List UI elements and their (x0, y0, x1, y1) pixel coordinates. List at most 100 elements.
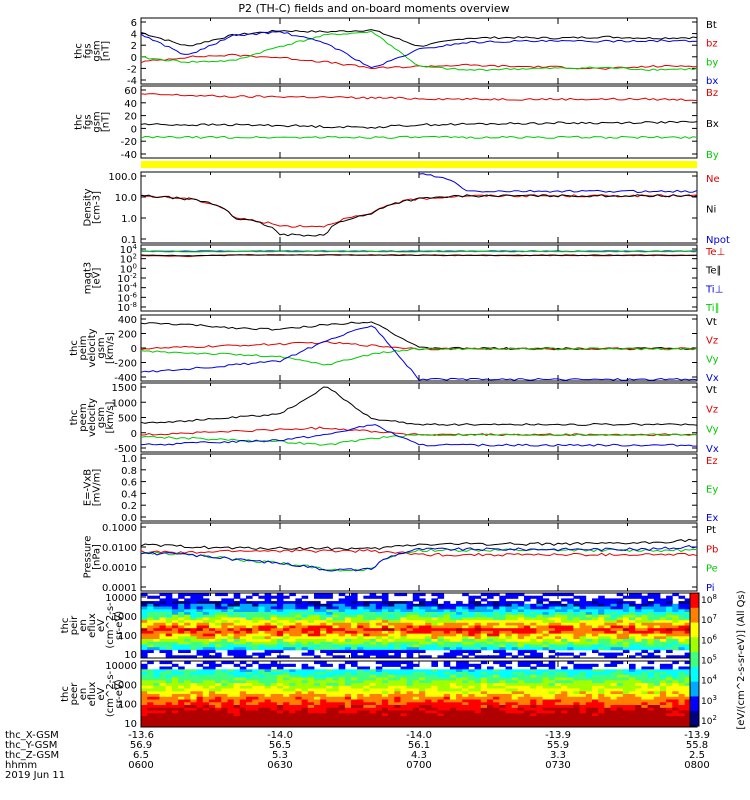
heatmap-cell (165, 647, 173, 651)
heatmap-cell (659, 644, 667, 648)
heatmap-cell (592, 622, 599, 626)
heatmap-cell (573, 680, 580, 684)
heatmap-cell (678, 707, 686, 711)
heatmap-cell (381, 705, 389, 709)
heatmap-cell (147, 688, 154, 692)
heatmap-cell (604, 620, 611, 624)
heatmap-cell (209, 625, 216, 629)
heatmap-cell (530, 614, 537, 618)
heatmap-cell (320, 603, 327, 607)
heatmap-cell (412, 672, 420, 676)
x-row-label: thc_X-GSM (5, 730, 59, 741)
heatmap-cell (487, 630, 494, 634)
heatmap-cell (283, 683, 290, 687)
heatmap-cell (400, 705, 408, 709)
heatmap-cell (524, 595, 531, 599)
heatmap-cell (579, 622, 587, 626)
heatmap-cell (548, 593, 556, 597)
heatmap-cell (517, 669, 525, 673)
heatmap-cell (653, 716, 661, 720)
heatmap-cell (666, 694, 673, 698)
heatmap-cell (344, 685, 352, 689)
heatmap-cell (480, 677, 488, 681)
heatmap-cell (412, 696, 420, 700)
legend-Vy: Vy (706, 354, 719, 365)
heatmap-cell (647, 724, 655, 728)
heatmap-cell (493, 724, 500, 728)
heatmap-cell (159, 641, 167, 645)
heatmap-cell (276, 603, 284, 607)
heatmap-cell (147, 636, 154, 640)
heatmap-cell (462, 625, 469, 629)
heatmap-cell (412, 603, 420, 607)
heatmap-cell (264, 685, 272, 689)
heatmap-cell (672, 694, 679, 698)
heatmap-cell (449, 696, 457, 700)
heatmap-cell (394, 622, 401, 626)
heatmap-cell (524, 669, 531, 673)
heatmap-cell (462, 691, 469, 695)
heatmap-cell (462, 688, 469, 692)
heatmap-cell (622, 680, 630, 684)
legend-Vx: Vx (706, 373, 719, 384)
heatmap-cell (295, 601, 302, 605)
heatmap-cell (239, 652, 247, 656)
heatmap-cell (153, 702, 160, 706)
heatmap-cell (530, 661, 537, 665)
heatmap-cell (307, 612, 315, 616)
heatmap-cell (252, 661, 259, 665)
heatmap-cell (536, 636, 543, 640)
heatmap-cell (437, 655, 445, 659)
heatmap-cell (326, 677, 333, 681)
heatmap-cell (456, 688, 463, 692)
heatmap-cell (270, 647, 278, 651)
heatmap-cell (202, 674, 210, 678)
heatmap-cell (480, 641, 488, 645)
heatmap-cell (227, 630, 235, 634)
heatmap-cell (653, 595, 661, 599)
heatmap-cell (659, 713, 667, 717)
heatmap-cell (585, 620, 593, 624)
heatmap-cell (622, 612, 630, 616)
heatmap-cell (622, 641, 630, 645)
heatmap-cell (344, 617, 352, 621)
heatmap-cell (184, 702, 191, 706)
heatmap-cell (666, 696, 673, 700)
heatmap-cell (598, 696, 605, 700)
heatmap-cell (289, 683, 296, 687)
heatmap-cell (505, 612, 513, 616)
heatmap-cell (622, 724, 630, 728)
heatmap-cell (616, 721, 624, 725)
legend-Ex: Ex (706, 513, 718, 524)
heatmap-cell (357, 716, 364, 720)
heatmap-cell (307, 614, 315, 618)
heatmap-cell (227, 639, 235, 643)
heatmap-cell (239, 683, 247, 687)
heatmap-cell (573, 636, 580, 640)
heatmap-cell (264, 636, 272, 640)
heatmap-cell (524, 702, 531, 706)
heatmap-cell (542, 614, 550, 618)
heatmap-cell (202, 620, 210, 624)
heatmap-cell (437, 603, 445, 607)
heatmap-cell (283, 702, 290, 706)
heatmap-cell (388, 710, 395, 714)
heatmap-cell (456, 622, 463, 626)
heatmap-cell (258, 694, 265, 698)
heatmap-cell (314, 702, 321, 706)
heatmap-cell (511, 705, 519, 709)
heatmap-cell (332, 601, 340, 605)
heatmap-cell (468, 614, 475, 618)
heatmap-cell (233, 724, 241, 728)
heatmap-cell (592, 721, 599, 725)
heatmap-cell (561, 630, 568, 634)
heatmap-cell (443, 625, 451, 629)
heatmap-cell (221, 617, 228, 621)
heatmap-cell (270, 661, 278, 665)
heatmap-cell (276, 644, 284, 648)
heatmap-cell (320, 724, 327, 728)
heatmap-cell (307, 639, 315, 643)
heatmap-cell (505, 661, 513, 665)
heatmap-cell (604, 688, 611, 692)
heatmap-cell (264, 652, 272, 656)
